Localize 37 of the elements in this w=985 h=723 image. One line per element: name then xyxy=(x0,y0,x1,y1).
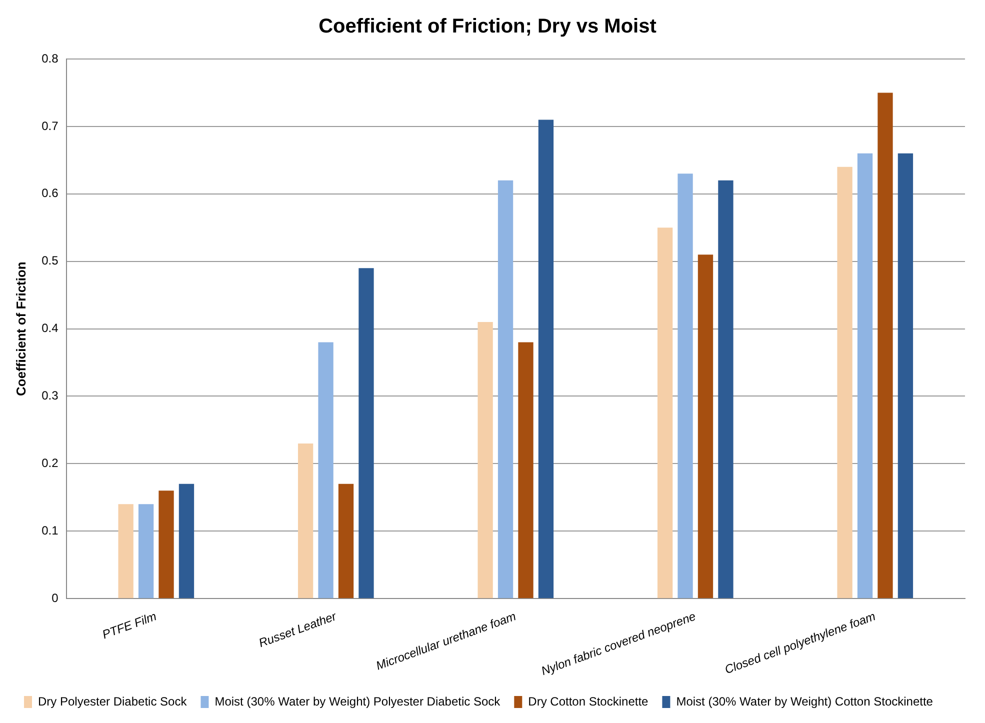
bar xyxy=(158,490,174,598)
y-tick-label: 0.6 xyxy=(42,186,59,200)
legend-label: Dry Polyester Diabetic Sock xyxy=(38,694,188,708)
bar xyxy=(538,120,554,598)
y-tick-label: 0.7 xyxy=(42,118,59,133)
y-tick-label: 0.3 xyxy=(42,388,59,403)
legend-label: Dry Cotton Stockinette xyxy=(528,694,649,708)
y-tick-label: 0.4 xyxy=(42,321,59,336)
y-axis-title: Coefficient of Friction xyxy=(13,262,28,396)
bar xyxy=(338,484,354,598)
legend-label: Moist (30% Water by Weight) Polyester Diabetic Sock xyxy=(214,694,502,708)
bar xyxy=(518,342,534,598)
bar xyxy=(678,174,693,598)
y-tick-label: 0.1 xyxy=(42,523,59,538)
bar xyxy=(857,153,873,598)
y-tick-label: 0.8 xyxy=(42,51,59,66)
y-tick-label: 0 xyxy=(52,590,59,605)
x-tick-label: Russet Leather xyxy=(256,608,340,650)
y-tick-label: 0.2 xyxy=(42,456,59,470)
chart-title: Coefficient of Friction; Dry vs Moist xyxy=(318,16,657,38)
bar xyxy=(498,180,514,598)
bar xyxy=(118,504,134,598)
bar xyxy=(657,228,673,598)
y-tick-label: 0.5 xyxy=(42,254,59,268)
bar xyxy=(478,322,493,598)
legend-label: Moist (30% Water by Weight) Cotton Stockinette xyxy=(676,694,934,708)
bar xyxy=(178,484,194,598)
bar xyxy=(318,342,334,598)
bar xyxy=(837,166,852,598)
bar xyxy=(698,254,714,598)
bar xyxy=(138,504,154,598)
x-tick-label: PTFE Film xyxy=(100,609,158,642)
bar xyxy=(358,268,374,598)
bar xyxy=(898,153,914,598)
bar xyxy=(298,443,314,598)
bar xyxy=(878,92,893,598)
bar xyxy=(718,180,734,598)
